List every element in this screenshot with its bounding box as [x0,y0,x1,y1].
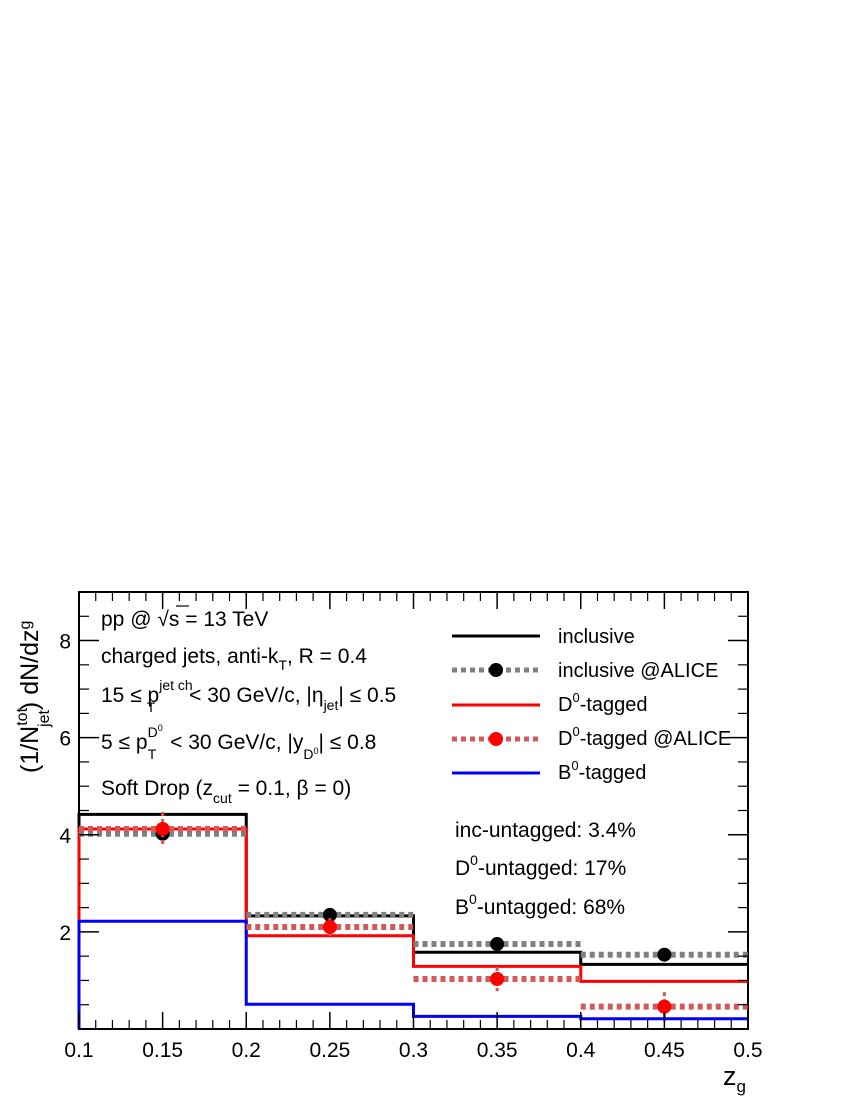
info-line-d0-pt: 5 ≤ pD0 T < 30 GeV/c, |yD0| ≤ 0.8 [101,723,376,762]
data-point-inclusive-alice [490,937,505,952]
y-tick-label: 4 [59,825,71,848]
legend-marker-inclusive-alice [489,663,503,677]
series-inclusive-alice [79,826,748,962]
y-axis-title: (1/Ntot jet) dN/dzg [14,621,53,773]
untagged-fractions: inc-untagged: 3.4% D0-untagged: 17% B0-u… [455,819,636,919]
x-tick-label: 0.45 [644,1039,685,1062]
x-tick-label: 0.3 [399,1039,428,1062]
x-tick-label: 0.2 [232,1039,261,1062]
info-line-jets: charged jets, anti-kT, R = 0.4 [101,645,367,673]
untagged-inclusive: inc-untagged: 3.4% [455,819,636,842]
legend: inclusive inclusive @ALICE D0-tagged D0-… [452,626,731,784]
info-line-collision: pp @ √s = 13 TeV [101,608,268,631]
data-point-d0-tagged-alice [490,971,505,986]
untagged-b0: B0-untagged: 68% [455,891,625,919]
data-point-inclusive-alice [322,907,337,922]
data-point-d0-tagged-alice [155,821,170,836]
untagged-d0: D0-untagged: 17% [455,852,626,880]
data-point-d0-tagged-alice [657,999,672,1014]
legend-label-b0: B0-tagged [558,758,646,784]
x-tick-label: 0.1 [64,1039,93,1062]
y-tick-label: 6 [59,728,71,751]
info-text: pp @ √s = 13 TeV charged jets, anti-kT, … [101,605,396,806]
hist-line-inclusive [77,812,748,1029]
legend-label-d0: D0-tagged [558,690,648,716]
legend-label-inclusive: inclusive [558,626,635,648]
data-layer [77,811,748,1029]
legend-label-d0-alice: D0-tagged @ALICE [558,724,731,750]
data-point-d0-tagged-alice [322,920,337,935]
x-tick-label: 0.5 [733,1039,762,1062]
x-tick-label: 0.4 [566,1039,596,1062]
y-tick-label: 8 [59,631,71,654]
y-tick-label: 2 [59,922,71,945]
series-inclusive [77,812,748,1029]
x-tick-label: 0.35 [477,1039,518,1062]
legend-marker-d0-alice [489,732,503,746]
info-line-jet-pt: 15 ≤ pjet ch T < 30 GeV/c, |ηjet| ≤ 0.5 [101,677,396,715]
data-point-inclusive-alice [657,947,672,962]
axis-layer: 0.1 0.15 0.2 0.25 0.3 0.35 0.4 0.45 0.5 2 4 6 8 [59,592,763,1062]
x-axis-title: zg [723,1061,746,1096]
info-line-softdrop: Soft Drop (zcut = 0.1, β = 0) [101,777,351,806]
legend-label-inclusive-alice: inclusive @ALICE [558,660,718,682]
x-tick-label: 0.25 [309,1039,350,1062]
x-tick-label: 0.15 [142,1039,183,1062]
